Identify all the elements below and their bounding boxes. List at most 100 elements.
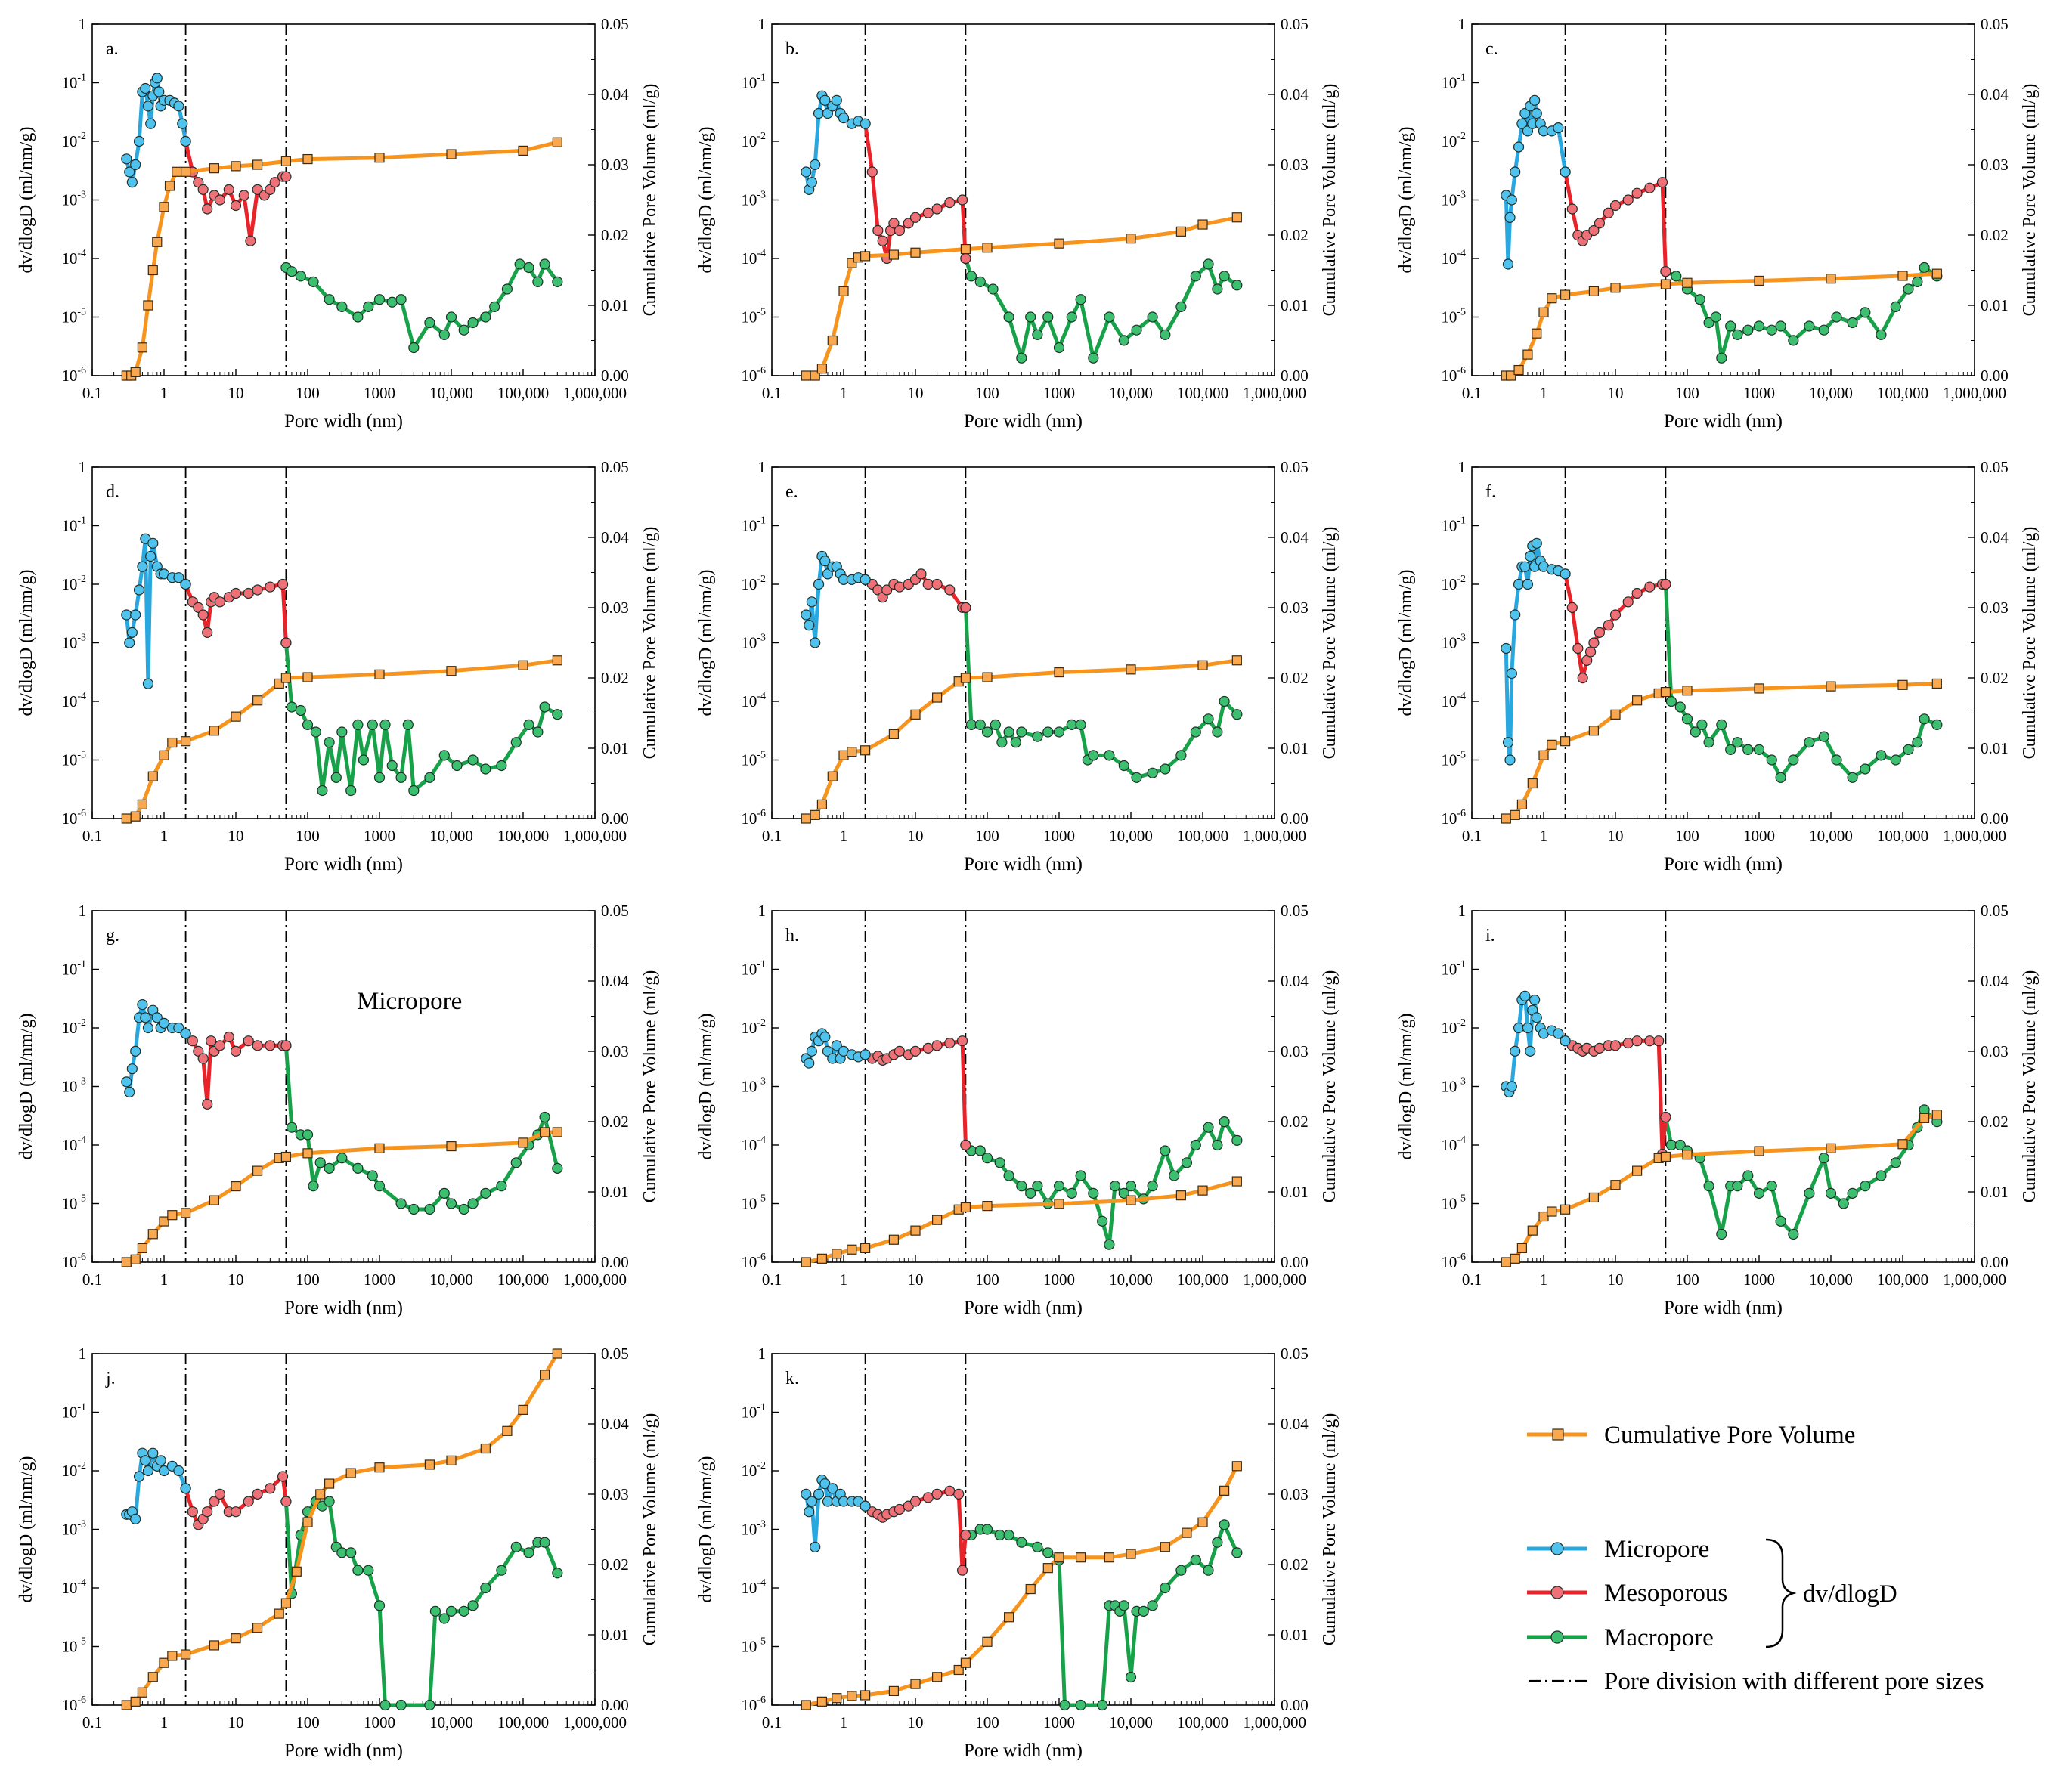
macropore-point bbox=[467, 1198, 479, 1209]
cumulative-point bbox=[1897, 679, 1908, 690]
macropore-point bbox=[1665, 695, 1677, 707]
cumulative-point bbox=[446, 149, 457, 159]
micropore-point bbox=[1560, 166, 1571, 178]
y-right-tick-label: 0.01 bbox=[1281, 1183, 1309, 1201]
y-left-axis-title: dv/dlogD (ml/nm/g) bbox=[17, 127, 36, 274]
y-right-tick-label: 0.01 bbox=[601, 739, 629, 757]
micropore-point bbox=[133, 1471, 145, 1482]
macropore-point bbox=[1703, 317, 1714, 329]
panel-label: j. bbox=[105, 1369, 116, 1388]
micropore-point bbox=[137, 561, 148, 572]
y-left-tick-label: 10-4 bbox=[61, 1577, 86, 1597]
y-left-tick-label: 10-4 bbox=[1441, 248, 1466, 268]
cumulative-point bbox=[291, 1566, 302, 1577]
cumulative-point bbox=[1231, 1461, 1242, 1472]
y-right-tick-label: 0.00 bbox=[601, 1253, 629, 1271]
y-left-tick-label: 10-1 bbox=[61, 959, 86, 979]
macropore-point bbox=[1097, 1215, 1108, 1227]
macropore-point bbox=[1890, 1157, 1901, 1168]
mesoporous-point bbox=[269, 177, 280, 188]
cumulative-point bbox=[982, 1636, 993, 1647]
cumulative-point bbox=[816, 1696, 828, 1707]
cumulative-line bbox=[1506, 271, 1937, 378]
macropore-point bbox=[510, 737, 522, 748]
x-tick-label: 100,000 bbox=[497, 827, 549, 845]
macropore-point bbox=[438, 1187, 450, 1199]
x-tick-label: 1,000,000 bbox=[1943, 1270, 2006, 1289]
y-right-tick-label: 0.02 bbox=[1281, 1113, 1309, 1131]
cumulative-point bbox=[137, 1243, 148, 1254]
y-left-tick-label: 10-2 bbox=[741, 574, 766, 593]
macropore-point bbox=[286, 1122, 298, 1133]
y-left-axis-title: dv/dlogD (ml/nm/g) bbox=[1396, 570, 1416, 716]
macropore-point bbox=[363, 1565, 374, 1576]
cumulative-point bbox=[147, 1672, 158, 1682]
cumulative-point bbox=[252, 695, 263, 706]
cumulative-point bbox=[159, 750, 169, 760]
mesoporous-point bbox=[197, 184, 209, 195]
x-tick-label: 1000 bbox=[1043, 1270, 1075, 1289]
macropore-point bbox=[1690, 726, 1701, 738]
mesoporous-point bbox=[265, 1483, 276, 1494]
cumulative-point bbox=[888, 1685, 900, 1696]
macropore-point bbox=[1818, 1153, 1829, 1164]
x-tick-label: 10 bbox=[228, 384, 244, 402]
macropore-point bbox=[1831, 311, 1842, 323]
mesoporous-point bbox=[1631, 187, 1643, 199]
cumulative-point bbox=[801, 1257, 811, 1267]
mesoporous-point bbox=[944, 584, 956, 596]
macropore-point bbox=[395, 294, 407, 305]
macropore-point bbox=[445, 1605, 457, 1617]
y-right-axis-title: Cumulative Pore Volume (ml/g) bbox=[640, 1413, 660, 1646]
mesoporous-point bbox=[1577, 673, 1588, 684]
macropore-point bbox=[1212, 283, 1223, 295]
y-left-tick-label: 10-1 bbox=[61, 1402, 86, 1422]
x-axis-title: Pore widh (nm) bbox=[964, 854, 1083, 874]
mesoporous-point bbox=[252, 1040, 263, 1051]
macropore-point bbox=[324, 1162, 335, 1174]
micropore-point bbox=[1531, 1012, 1542, 1023]
plot-frame bbox=[1471, 23, 1975, 376]
cumulative-point bbox=[860, 1690, 871, 1701]
macropore-point bbox=[1696, 719, 1708, 730]
macropore-point bbox=[424, 1203, 435, 1215]
mesoporous-point bbox=[214, 1488, 226, 1500]
cumulative-point bbox=[446, 1455, 457, 1465]
macropore-point bbox=[336, 1547, 348, 1558]
y-right-tick-label: 0.03 bbox=[601, 1042, 629, 1060]
y-right-tick-label: 0.03 bbox=[1281, 156, 1309, 174]
macropore-point bbox=[424, 1699, 435, 1711]
macropore-point bbox=[1775, 1215, 1786, 1227]
macropore-point bbox=[1075, 1699, 1086, 1711]
mesoporous-point bbox=[1631, 587, 1643, 599]
y-left-tick-label: 10-5 bbox=[61, 1636, 86, 1656]
macropore-point bbox=[523, 1547, 534, 1558]
cumulative-point bbox=[130, 811, 141, 822]
y-left-tick-label: 1 bbox=[79, 458, 87, 476]
micropore-point bbox=[1519, 107, 1531, 119]
mesoporous-point bbox=[877, 235, 888, 246]
micropore-point bbox=[140, 82, 151, 94]
macropore-point bbox=[539, 258, 550, 270]
cumulative-point bbox=[816, 364, 828, 374]
y-right-tick-label: 0.02 bbox=[1281, 1555, 1309, 1574]
macropore-point bbox=[1766, 754, 1777, 766]
macropore-point bbox=[1131, 324, 1142, 336]
y-left-tick-label: 10-6 bbox=[61, 1695, 86, 1714]
macropore-point bbox=[363, 301, 374, 312]
micropore-point bbox=[180, 1028, 191, 1039]
cumulative-point bbox=[1197, 1517, 1208, 1527]
macropore-point bbox=[1671, 271, 1682, 282]
y-right-tick-label: 0.03 bbox=[1981, 1042, 2009, 1060]
macropore-point bbox=[1190, 271, 1201, 282]
mesoporous-point bbox=[931, 1040, 943, 1051]
macropore-point bbox=[295, 271, 306, 282]
panel-label: i. bbox=[1485, 926, 1495, 946]
micropore-point bbox=[155, 1455, 166, 1466]
cumulative-point bbox=[274, 1608, 284, 1619]
cumulative-point bbox=[1510, 1253, 1520, 1264]
x-tick-label: 100,000 bbox=[497, 1713, 549, 1732]
macropore-point bbox=[1175, 301, 1187, 312]
y-left-tick-label: 10-5 bbox=[1441, 750, 1466, 769]
